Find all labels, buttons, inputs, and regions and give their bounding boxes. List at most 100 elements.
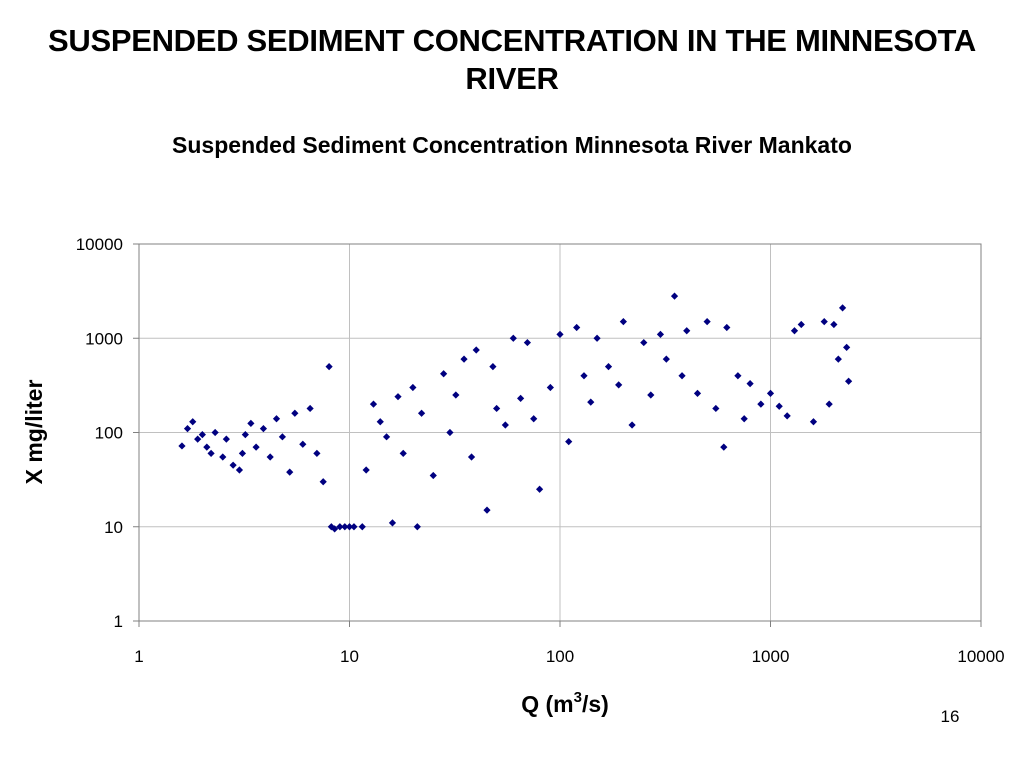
data-point bbox=[683, 327, 691, 335]
data-point bbox=[211, 428, 219, 437]
data-point bbox=[746, 380, 754, 388]
data-point bbox=[797, 320, 805, 329]
data-point bbox=[413, 523, 421, 531]
data-point bbox=[670, 292, 679, 300]
data-point bbox=[843, 343, 851, 351]
data-point bbox=[198, 430, 206, 439]
x-tick-label: 1 bbox=[134, 647, 143, 666]
data-point bbox=[440, 370, 448, 378]
data-point bbox=[573, 323, 581, 332]
data-point bbox=[266, 453, 274, 461]
data-point bbox=[189, 418, 197, 426]
data-point bbox=[341, 523, 349, 531]
data-point bbox=[369, 400, 378, 408]
data-point bbox=[207, 449, 215, 458]
y-tick-label: 10000 bbox=[76, 235, 123, 254]
data-point bbox=[647, 391, 655, 399]
data-point bbox=[523, 338, 531, 347]
data-point bbox=[723, 323, 731, 332]
x-tick-label: 10000 bbox=[957, 647, 1004, 666]
data-point bbox=[331, 525, 339, 533]
data-point bbox=[693, 389, 702, 397]
slide-title: SUSPENDED SEDIMENT CONCENTRATION IN THE … bbox=[48, 23, 976, 96]
data-point bbox=[362, 466, 370, 474]
data-point bbox=[313, 449, 321, 458]
data-point bbox=[783, 412, 791, 420]
y-tick-label: 1000 bbox=[85, 329, 123, 348]
tick-labels: 1 10 100 1000 10000 1 10 100 1000 10000 bbox=[76, 235, 1005, 666]
y-axis-label: X mg/liter bbox=[21, 380, 47, 485]
data-point bbox=[452, 391, 460, 399]
x-axis-label: Q (m3/s) bbox=[521, 689, 609, 717]
data-point bbox=[845, 377, 853, 385]
data-point bbox=[565, 438, 573, 446]
data-point bbox=[460, 355, 468, 363]
data-point bbox=[399, 449, 407, 458]
data-point bbox=[838, 304, 847, 312]
data-point bbox=[656, 330, 665, 338]
data-point bbox=[345, 523, 354, 531]
data-points bbox=[178, 292, 853, 533]
data-point bbox=[319, 478, 327, 486]
data-point bbox=[219, 453, 227, 461]
data-point bbox=[740, 415, 748, 423]
data-point bbox=[327, 523, 335, 531]
data-point bbox=[306, 404, 314, 413]
data-point bbox=[178, 442, 186, 450]
data-point bbox=[472, 346, 480, 354]
data-point bbox=[299, 440, 307, 448]
data-point bbox=[834, 355, 842, 363]
data-point bbox=[222, 435, 230, 443]
data-point bbox=[229, 461, 237, 469]
slide-number: 16 bbox=[940, 707, 960, 726]
data-point bbox=[350, 523, 358, 531]
x-tick-label: 10 bbox=[340, 647, 359, 666]
data-point bbox=[291, 409, 299, 417]
y-tick-label: 10 bbox=[104, 518, 123, 537]
data-point bbox=[194, 435, 202, 443]
data-point bbox=[183, 424, 192, 433]
data-point bbox=[587, 398, 595, 406]
x-tick-label: 100 bbox=[546, 647, 574, 666]
x-tick-label: 1000 bbox=[752, 647, 790, 666]
chart-title: Suspended Sediment Concentration Minneso… bbox=[172, 132, 852, 158]
data-point bbox=[247, 419, 255, 427]
data-point bbox=[382, 433, 391, 441]
data-point bbox=[446, 428, 454, 437]
data-point bbox=[252, 443, 260, 451]
data-point bbox=[429, 471, 437, 480]
data-point bbox=[286, 468, 294, 476]
data-point bbox=[619, 318, 627, 326]
data-point bbox=[509, 334, 517, 342]
data-point bbox=[809, 418, 818, 426]
data-point bbox=[388, 519, 397, 527]
data-point bbox=[790, 327, 799, 335]
data-point bbox=[483, 506, 491, 514]
data-point bbox=[272, 415, 281, 423]
data-point bbox=[409, 383, 417, 392]
data-point bbox=[536, 485, 544, 493]
data-point bbox=[517, 394, 525, 403]
data-point bbox=[766, 389, 775, 397]
data-point bbox=[358, 523, 366, 531]
data-point bbox=[530, 415, 538, 423]
data-point bbox=[241, 430, 249, 439]
data-point bbox=[825, 400, 833, 408]
data-point bbox=[615, 381, 623, 389]
data-point bbox=[734, 372, 742, 380]
data-point bbox=[417, 409, 426, 417]
data-point bbox=[501, 421, 509, 429]
data-point bbox=[394, 393, 402, 401]
data-point bbox=[278, 433, 287, 441]
y-tick-label: 100 bbox=[95, 424, 123, 443]
data-point bbox=[662, 355, 670, 363]
data-point bbox=[336, 523, 344, 531]
data-point bbox=[720, 443, 728, 451]
data-point bbox=[757, 400, 765, 408]
data-point bbox=[235, 466, 244, 474]
data-point bbox=[628, 421, 636, 429]
data-point bbox=[640, 338, 648, 347]
data-point bbox=[376, 418, 384, 426]
data-point bbox=[556, 330, 564, 338]
